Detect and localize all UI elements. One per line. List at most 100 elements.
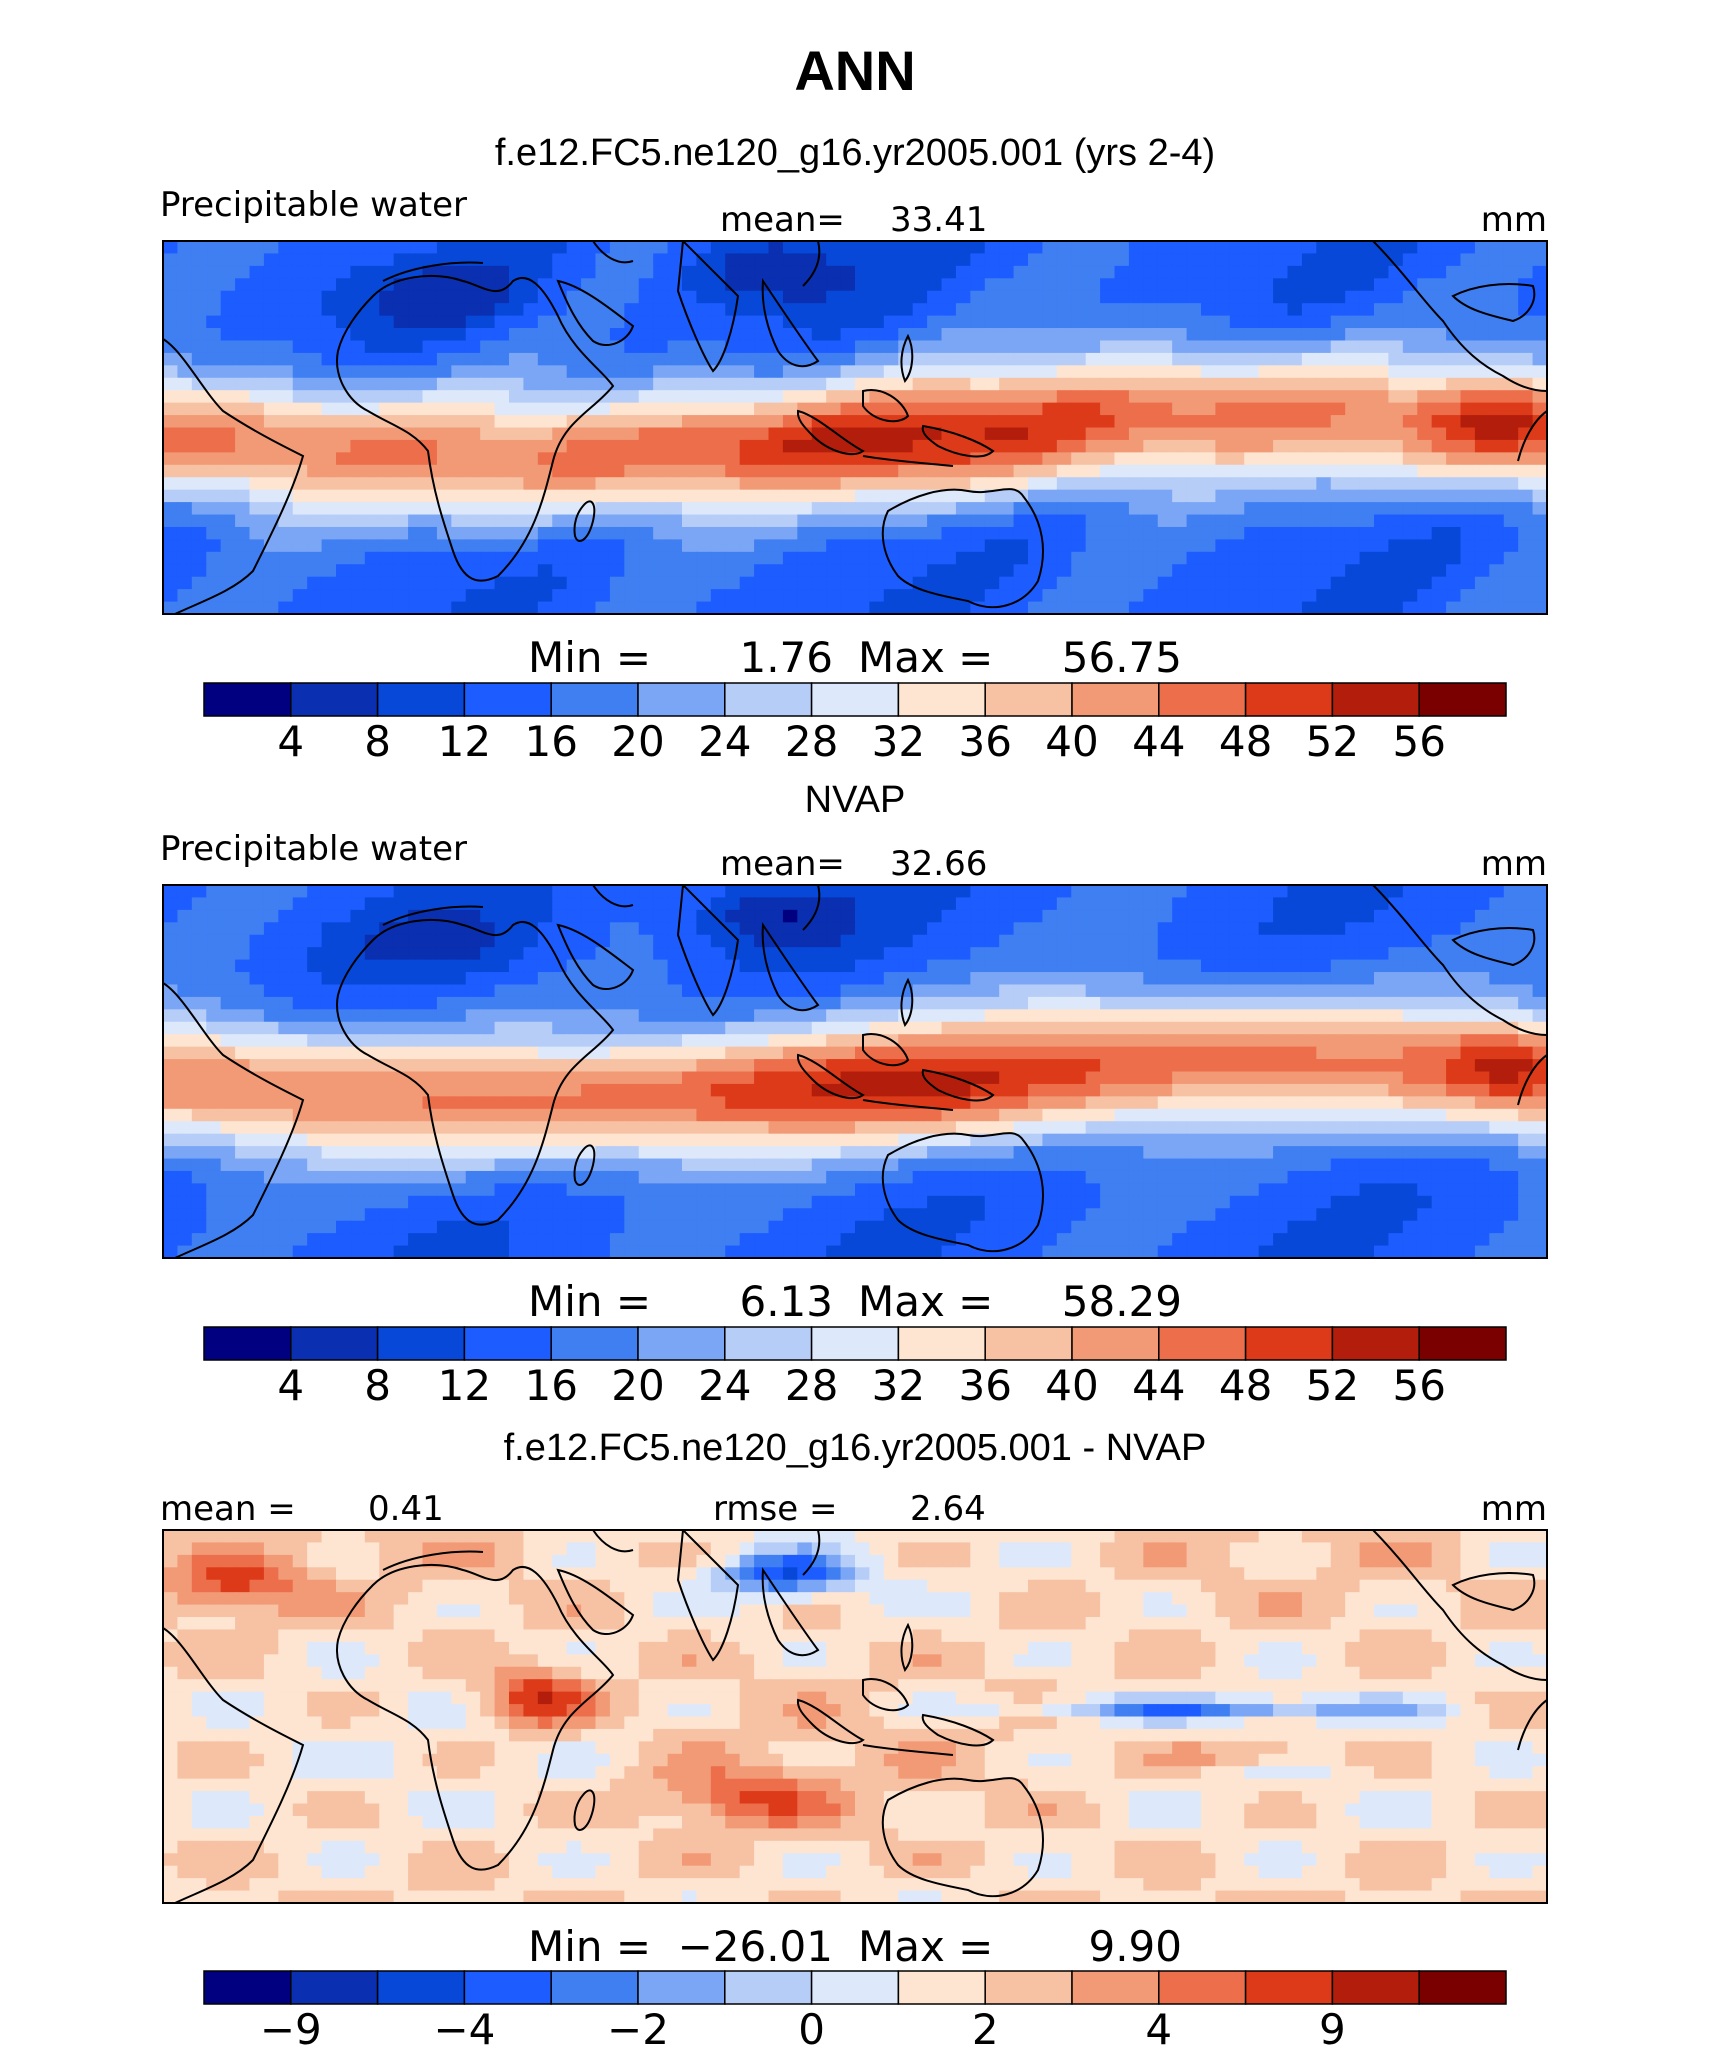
map-cell (235, 897, 251, 911)
map-cell (826, 947, 842, 961)
map-cell (191, 390, 207, 404)
map-cell (1431, 464, 1447, 478)
map-cell (509, 415, 525, 429)
map-cell (1100, 514, 1116, 528)
map-cell (782, 303, 798, 317)
map-cell (206, 464, 222, 478)
map-cell (1460, 1071, 1476, 1085)
map-cell (292, 303, 308, 317)
map-cell (609, 589, 625, 603)
map-cell (1157, 315, 1173, 329)
map-cell (638, 352, 654, 366)
map-cell (624, 1046, 640, 1060)
map-cell (1128, 489, 1144, 503)
map-cell (1114, 589, 1130, 603)
map-cell (970, 996, 986, 1010)
map-cell (1071, 589, 1087, 603)
variable-label: Precipitable water (160, 829, 467, 869)
map-cell (422, 514, 438, 528)
map-cell (696, 464, 712, 478)
map-cell (912, 601, 928, 614)
map-cell (1359, 1034, 1375, 1048)
map-cell (782, 897, 798, 911)
map-cell (739, 1009, 755, 1023)
map-cell (739, 489, 755, 503)
map-cell (1518, 489, 1534, 503)
map-cell (163, 340, 179, 354)
map-cell (1417, 477, 1433, 491)
map-cell (710, 415, 726, 429)
map-cell (1042, 290, 1058, 304)
map-cell (191, 340, 207, 354)
map-cell (811, 365, 827, 379)
map-cell (581, 452, 597, 466)
map-cell (1374, 390, 1390, 404)
map-cell (321, 947, 337, 961)
map-cell (1258, 885, 1274, 899)
map-cell (970, 265, 986, 279)
map-cell (1114, 564, 1130, 578)
map-cell (1157, 947, 1173, 961)
map-cell (422, 415, 438, 429)
colorbar-tick-label: 52 (1306, 717, 1359, 766)
map-cell (1028, 1009, 1044, 1023)
map-cell (1215, 452, 1231, 466)
map-cell (1474, 415, 1490, 429)
map-cell (408, 959, 424, 973)
map-cell (336, 576, 352, 590)
map-cell (278, 241, 294, 255)
map-cell (191, 972, 207, 986)
map-cell (609, 922, 625, 936)
map-cell (1157, 972, 1173, 986)
map-cell (1388, 934, 1404, 948)
map-cell (263, 365, 279, 379)
map-cell (1157, 897, 1173, 911)
map-cell (1085, 909, 1101, 923)
map-cell (1172, 897, 1188, 911)
map-cell (1229, 514, 1245, 528)
map-cell (422, 303, 438, 317)
map-cell (1301, 464, 1317, 478)
map-cell (408, 365, 424, 379)
map-cell (1518, 576, 1534, 590)
map-cell (1402, 1021, 1418, 1035)
map-cell (191, 315, 207, 329)
map-cell (782, 365, 798, 379)
map-cell (307, 1071, 323, 1085)
map-cell (1417, 1121, 1433, 1135)
map-cell (1157, 1108, 1173, 1122)
map-cell (696, 489, 712, 503)
map-cell (912, 996, 928, 1010)
map-cell (566, 1071, 582, 1085)
map-cell (999, 1133, 1015, 1147)
map-cell (552, 477, 568, 491)
map-cell (1186, 477, 1202, 491)
map-cell (523, 1083, 539, 1097)
map-cell (840, 922, 856, 936)
map-cell (1128, 303, 1144, 317)
map-cell (1244, 365, 1260, 379)
map-cell (249, 241, 265, 255)
map-cell (249, 1146, 265, 1160)
map-cell (927, 477, 943, 491)
map-cell (1056, 922, 1072, 936)
map-cell (393, 897, 409, 911)
map-cell (379, 439, 395, 453)
map-cell (984, 972, 1000, 986)
map-cell (1157, 984, 1173, 998)
map-cell (1100, 1071, 1116, 1085)
map-cell (422, 489, 438, 503)
map-cell (1518, 539, 1534, 553)
map-cell (696, 539, 712, 553)
map-cell (436, 328, 452, 342)
map-cell (278, 278, 294, 292)
map-cell (725, 1096, 741, 1110)
map-cell (1215, 1096, 1231, 1110)
map-cell (811, 315, 827, 329)
map-cell (609, 452, 625, 466)
map-cell (1446, 1046, 1462, 1060)
map-cell (1446, 576, 1462, 590)
map-cell (163, 253, 179, 267)
map-cell (754, 290, 770, 304)
map-cell (1287, 526, 1303, 540)
